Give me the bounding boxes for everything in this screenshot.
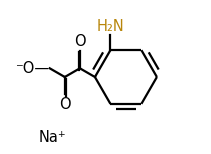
Text: Na⁺: Na⁺ <box>39 130 67 145</box>
Text: ⁻O—: ⁻O— <box>15 61 49 76</box>
Text: H₂N: H₂N <box>97 19 124 34</box>
Text: O: O <box>59 97 71 112</box>
Text: O: O <box>74 34 86 49</box>
